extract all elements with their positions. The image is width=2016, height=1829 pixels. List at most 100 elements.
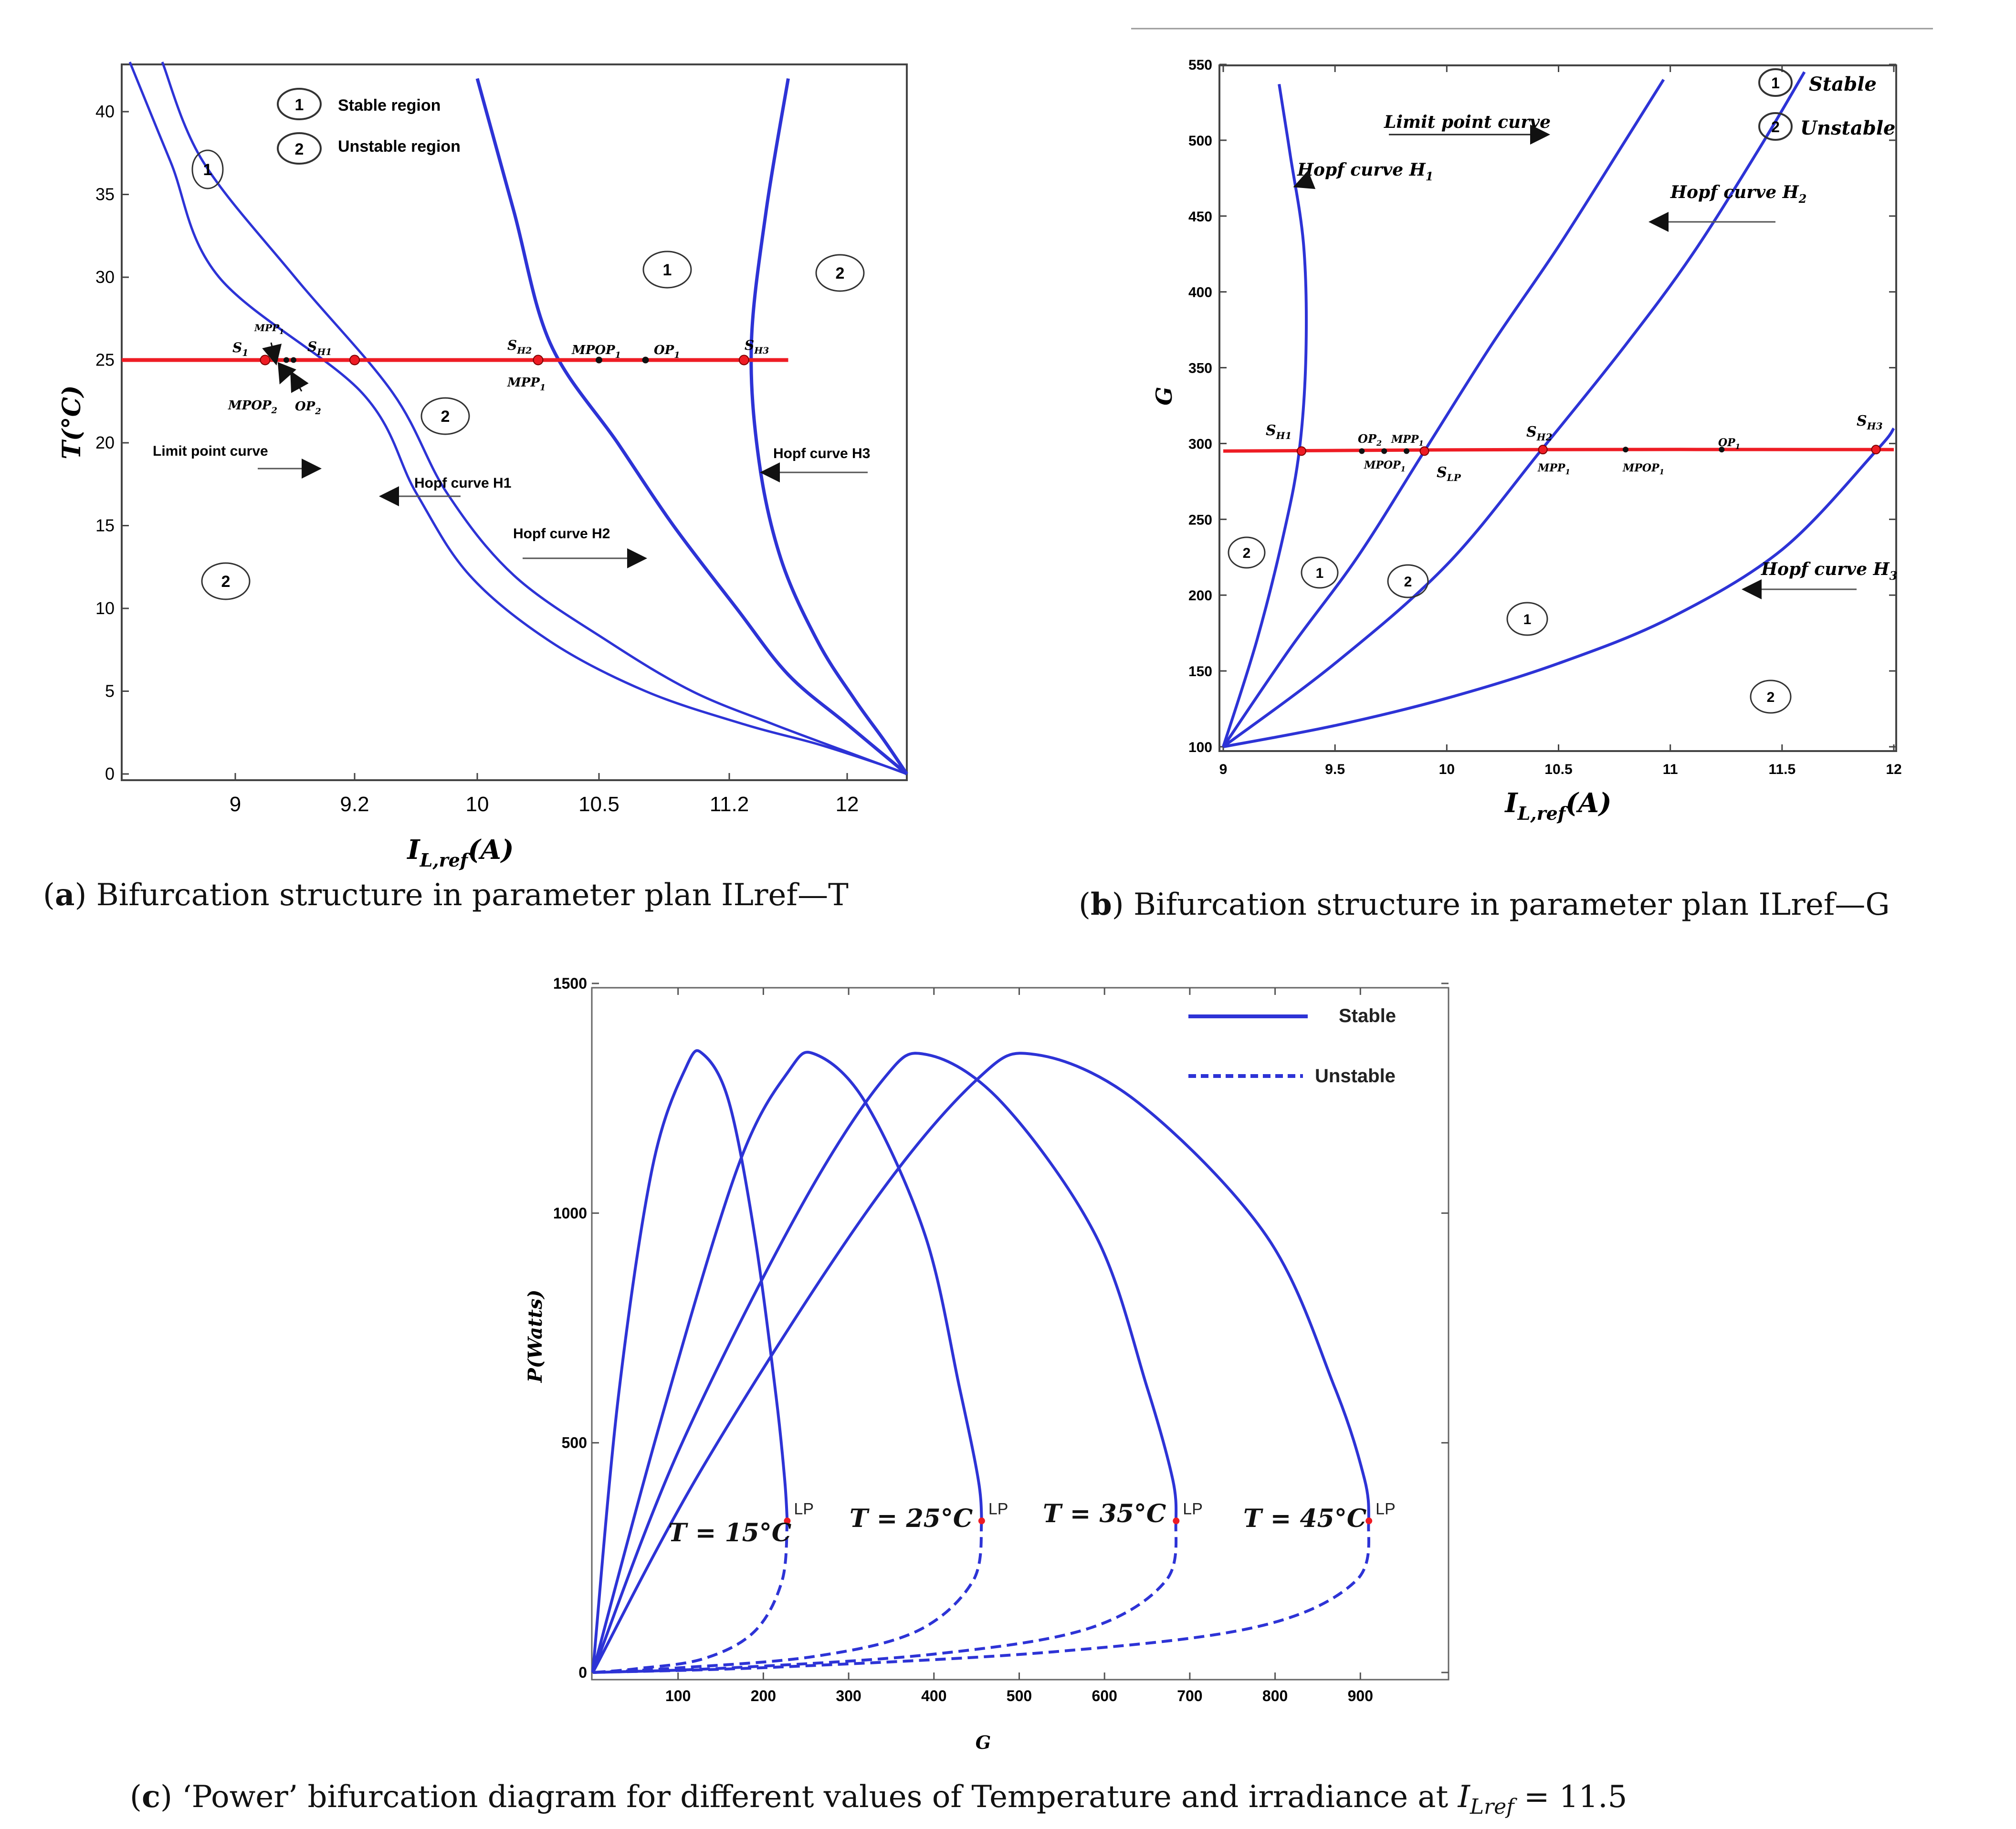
x-tick-label: 12: [836, 793, 859, 816]
point-mpp1-marker: [284, 357, 289, 363]
hopf-h3-label: Hopf curve H3: [773, 446, 870, 461]
stable-branch-0: [591, 1049, 789, 1673]
hopf-h2-label: Hopf curve H2: [1670, 182, 1806, 206]
temp-label-45: T = 45°C: [1243, 1504, 1366, 1533]
caption-c-tail: = 11.5: [1514, 1779, 1628, 1815]
panel-c-ticks: 100 200 300 400 500 600 700 800 900 0 500 1000 1500: [553, 975, 1449, 1704]
point-mpp1-label: MPP1: [254, 322, 284, 336]
point-mpop1-label: MPOP1: [571, 343, 621, 360]
panel-b-xlabel: IL,ref(A): [1504, 787, 1611, 824]
caption-c-letter: c: [141, 1779, 160, 1815]
region-label: 2: [441, 408, 450, 426]
caption-a-text: Bifurcation structure in parameter plan …: [96, 878, 849, 913]
unstable-branch-2: [592, 1520, 1178, 1674]
hopf-curve-h3: [749, 78, 908, 775]
panel-a-curve-labels: Limit point curve Hopf curve H1 Hopf cur…: [153, 443, 870, 568]
region-label: 2: [1243, 545, 1251, 561]
caption-c-sub: Lref: [1470, 1794, 1514, 1819]
point-mpp1-label: MPP1: [1391, 433, 1424, 448]
region-ellipse: [191, 149, 224, 189]
lp-label: LP: [1183, 1500, 1203, 1518]
legend-number-2: 2: [1771, 118, 1780, 136]
x-tick-label: 300: [836, 1687, 861, 1704]
legend-unstable-label: Unstable: [1315, 1066, 1396, 1087]
hopf-h1-label: Hopf curve H1: [414, 475, 511, 491]
point-op1-label: OP1: [654, 343, 680, 360]
x-tick-label: 9.5: [1325, 762, 1345, 777]
region-ellipse: [1301, 556, 1339, 589]
limit-point-curve-label: Limit point curve: [153, 443, 268, 459]
stable-branch-1: [591, 1051, 983, 1673]
panel-a-frame: [121, 63, 908, 781]
panel-c-xlabel: G: [976, 1732, 991, 1753]
y-tick-label: 100: [1188, 740, 1212, 755]
y-tick-label: 25: [95, 350, 115, 370]
legend-stable-label: Stable: [1339, 1005, 1396, 1026]
y-tick-label: 10: [95, 598, 115, 618]
caption-b: (b) Bifurcation structure in parameter p…: [1079, 887, 1890, 922]
op2-arrow: [290, 370, 309, 393]
point-mpp1b-label: MPP1: [507, 376, 546, 393]
y-tick-label: 30: [95, 267, 115, 287]
legend-number-1: 1: [1771, 74, 1780, 92]
panel-b-curve-labels: Limit point curve Hopf curve H1 Hopf cur…: [1293, 112, 1897, 599]
point-s1: [260, 355, 271, 366]
point-mpop1: [1623, 447, 1628, 453]
lp-point: [1173, 1517, 1180, 1525]
hopf-curve-h2: [475, 78, 908, 775]
unstable-branch-3: [592, 1520, 1371, 1674]
temp-label-15: T = 15°C: [668, 1518, 791, 1547]
panel-a-curves: [122, 61, 908, 775]
legend-stable-label: Stable: [1809, 73, 1877, 95]
region-label: 2: [836, 264, 845, 282]
hopf-curve-h1: [161, 61, 907, 775]
panel-b-ylabel: G: [1151, 387, 1177, 405]
caption-a-letter: a: [54, 877, 75, 913]
point-sh3-label: SH3: [745, 337, 769, 356]
limit-point-curve: [1222, 79, 1665, 748]
caption-c: (c) ‘Power’ bifurcation diagram for diff…: [130, 1779, 1628, 1819]
point-mpop1-label: MPOP1: [1622, 462, 1664, 476]
point-op2-label: OP2: [295, 399, 321, 417]
panel-b: 9 9.5 10 10.5 11 11.5 121001502002503003504004…: [1151, 57, 1902, 824]
y-tick-label: 1500: [553, 975, 587, 992]
lp-label: LP: [1376, 1500, 1396, 1518]
x-tick-label: 800: [1262, 1687, 1288, 1704]
panel-c-ylabel: P(Watts): [524, 1290, 546, 1383]
y-tick-label: 40: [95, 102, 115, 121]
point-mpp1b-label: MPP1: [1537, 462, 1570, 476]
region-ellipse: [1228, 536, 1266, 569]
y-tick-label: 500: [562, 1434, 587, 1452]
hopf-curve-h2: [1222, 71, 1806, 748]
panel-b-legend: 1 Stable 2 Unstable: [1758, 68, 1896, 141]
unstable-branch-0: [592, 1521, 789, 1674]
legend-ellipse-1: [1758, 68, 1793, 97]
panel-b-ticks: 9 9.5 10 10.5 11 11.5 121001502002503003504004…: [1188, 57, 1902, 777]
legend-ellipse-2: [1758, 112, 1793, 141]
point-mpop-label: MPOP1: [1364, 459, 1406, 473]
y-tick-label: 15: [95, 516, 115, 535]
point-sh1-label: SH1: [307, 339, 332, 357]
panel-b-frame: [1218, 64, 1897, 752]
lp-label: LP: [988, 1500, 1008, 1518]
x-tick-label: 400: [921, 1687, 946, 1704]
point-s1-label: S1: [232, 340, 248, 358]
limit-point-curve-label: Limit point curve: [1384, 112, 1551, 132]
y-tick-label: 35: [95, 185, 115, 204]
x-tick-label: 11.2: [710, 793, 749, 816]
point-sh3: [1871, 445, 1881, 455]
lp-point: [784, 1517, 791, 1525]
stable-branch-2: [591, 1052, 1178, 1673]
region-ellipse: [642, 251, 692, 289]
x-tick-label: 600: [1092, 1687, 1117, 1704]
point-mpop1: [1381, 448, 1387, 454]
hopf-h1-label: Hopf curve H1: [1297, 160, 1433, 183]
mpp1-arrow: [262, 342, 282, 366]
unstable-branch-1: [592, 1520, 983, 1674]
lp-point: [1365, 1517, 1373, 1525]
x-tick-label: 700: [1177, 1687, 1202, 1704]
lp-point: [978, 1517, 985, 1525]
region-ellipse: [201, 562, 251, 600]
legend-unstable-label: Unstable: [1800, 117, 1896, 139]
